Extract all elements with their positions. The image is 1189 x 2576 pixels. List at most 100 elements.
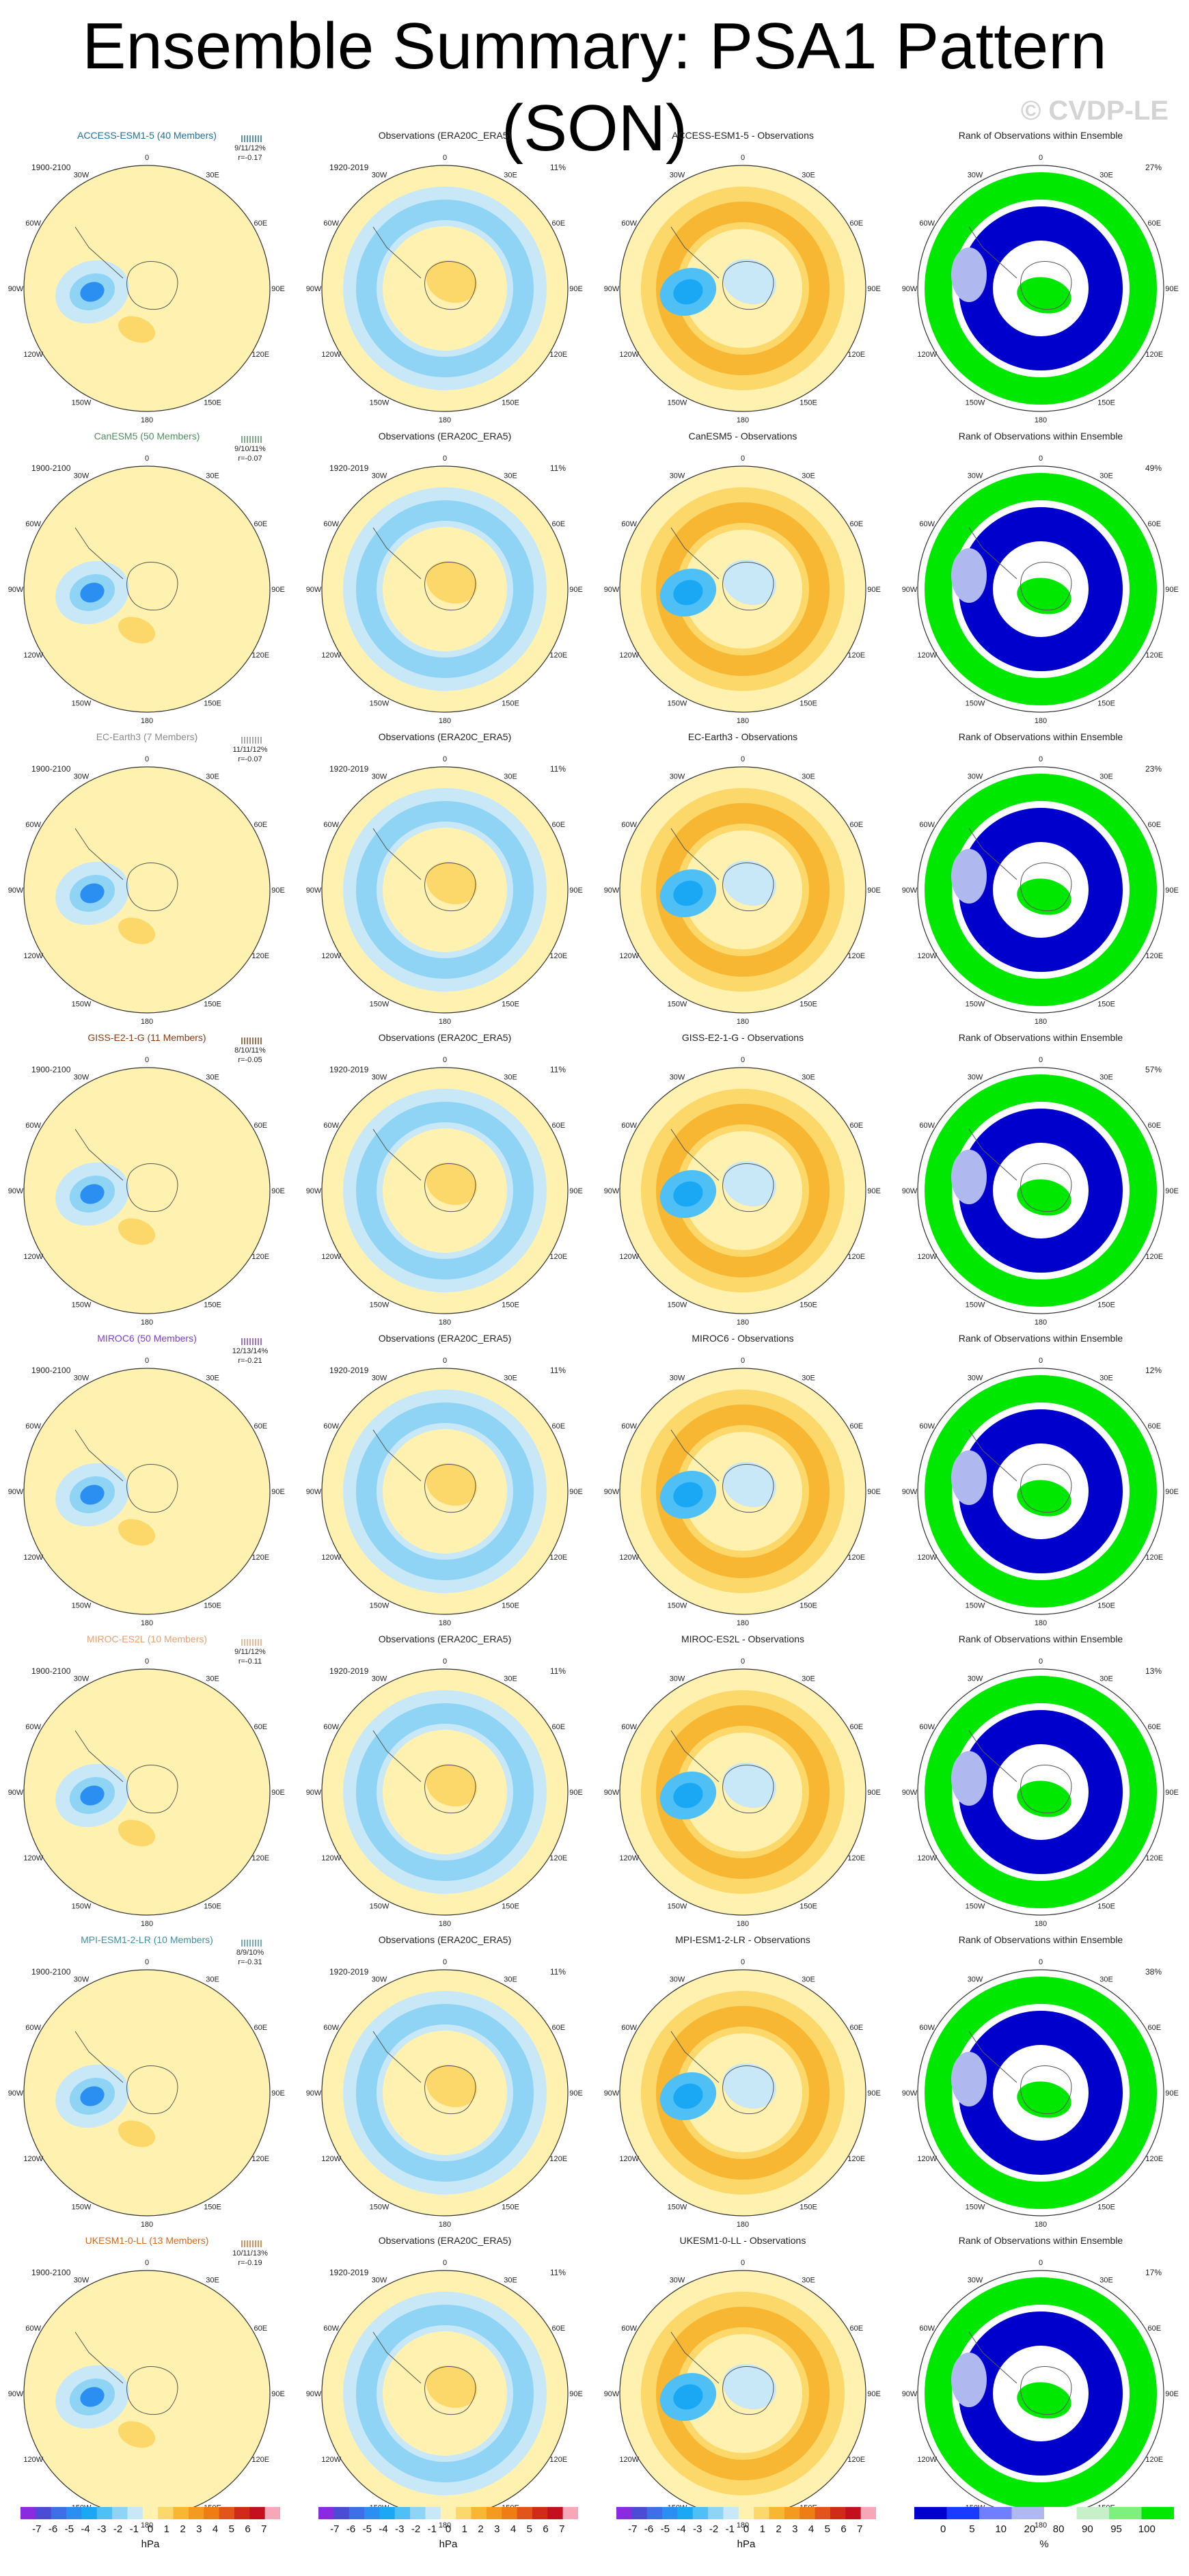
model-years: 1900-2100: [31, 463, 71, 473]
lon-label: 150E: [800, 1000, 817, 1008]
colorbar-swatch: [1076, 2507, 1110, 2519]
lon-label: 30W: [670, 1374, 685, 1383]
colorbar-swatch: [815, 2507, 831, 2519]
lon-label: 120E: [251, 1253, 269, 1261]
lon-label: 150W: [966, 398, 985, 407]
lon-label: 150E: [1097, 699, 1115, 707]
colorbar-swatch: [66, 2507, 82, 2519]
lon-label: 0: [1039, 1958, 1043, 1966]
lon-label: 150W: [966, 699, 985, 707]
lon-label: 60W: [323, 520, 339, 528]
contour-low: [722, 1762, 777, 1808]
lon-label: 0: [145, 1657, 149, 1666]
model-title: MIROC6 (50 Members): [97, 1333, 197, 1344]
map-background: [24, 2270, 270, 2517]
lon-label: 90W: [306, 1488, 322, 1496]
lon-label: 60E: [551, 1422, 565, 1431]
lon-label: 90E: [271, 285, 285, 293]
colorbar-tick: 10: [995, 2523, 1007, 2535]
colorbar-tick: 7: [261, 2523, 267, 2535]
lon-label: 30E: [1099, 773, 1113, 781]
coastline: [372, 2031, 476, 2115]
rank-title: Rank of Observations within Ensemble: [958, 130, 1123, 141]
lon-label: 120E: [251, 1854, 269, 1862]
lon-label: 30E: [206, 1074, 219, 1082]
lon-label: 0: [145, 755, 149, 763]
colorbar-tick: -1: [427, 2523, 437, 2535]
lon-label: 0: [145, 154, 149, 162]
diff-title: MPI-ESM1-2-LR - Observations: [675, 1934, 810, 1945]
obs-years: 1920-2019: [329, 1366, 369, 1375]
colorbar-swatch: [142, 2507, 159, 2519]
lon-label: 180: [737, 1018, 749, 1026]
model-title: MIROC-ES2L (10 Members): [86, 1633, 208, 1644]
lon-label: 30E: [504, 1675, 517, 1683]
member-spread-icon: [241, 1639, 262, 1646]
colorbar-swatch: [769, 2507, 785, 2519]
colorbar-tick: -6: [48, 2523, 58, 2535]
lon-label: 90E: [1165, 285, 1179, 293]
lon-label: 60E: [1147, 1723, 1161, 1731]
map-border: [619, 465, 866, 713]
lon-label: 150W: [72, 699, 92, 707]
colorbar-tick: 6: [245, 2523, 251, 2535]
lon-label: 150W: [966, 1902, 985, 1910]
colorbar-tick: 3: [792, 2523, 798, 2535]
lon-label: 90E: [1165, 2089, 1179, 2098]
map-border: [917, 465, 1164, 713]
lon-label: 90E: [271, 2390, 285, 2398]
diff-panel: 0 30E 60E 90E 120E 150E 180 150W 120W 90W 60W 30W Ca…: [603, 425, 883, 726]
lon-label: 30E: [504, 773, 517, 781]
colorbar-tick: 2: [478, 2523, 484, 2535]
lon-label: 120W: [321, 2456, 341, 2464]
lon-label: 150E: [1097, 2203, 1115, 2211]
lon-label: 60W: [25, 2024, 41, 2032]
coastline: [372, 527, 476, 611]
contour-low-core: [673, 2384, 703, 2410]
rank-pct: 49%: [1145, 463, 1162, 473]
map-border: [321, 165, 569, 412]
lon-label: 90E: [1165, 1789, 1179, 1797]
lon-label: 0: [741, 455, 745, 463]
lon-label: 60E: [551, 1122, 565, 1130]
rank-ring-high: [925, 172, 1157, 405]
lon-label: 0: [1039, 154, 1043, 162]
colorbar-swatch: [486, 2507, 502, 2519]
lon-label: 30W: [372, 773, 387, 781]
lon-label: 60E: [849, 821, 863, 829]
lon-label: 30E: [802, 1074, 815, 1082]
colorbar-swatch: [318, 2507, 334, 2519]
contour-high: [426, 1162, 478, 1206]
lon-label: 0: [443, 2259, 447, 2267]
colorbar-tick: -5: [660, 2523, 670, 2535]
diff-panel: 0 30E 60E 90E 120E 150E 180 150W 120W 90W 60W 30W GI…: [603, 1027, 883, 1327]
coastline: [74, 2031, 178, 2115]
lon-label: 180: [1035, 1920, 1047, 1928]
map-border: [917, 1668, 1164, 1916]
lon-label: 180: [141, 2221, 153, 2229]
lon-label: 60W: [323, 821, 339, 829]
lon-label: 30E: [206, 1976, 219, 1984]
lon-label: 90W: [8, 886, 24, 895]
contour-low-core: [80, 1184, 105, 1204]
model-stats: 12/13/14% r=-0.21: [230, 1346, 271, 1366]
lon-label: 60W: [919, 2324, 935, 2333]
map-border: [917, 1969, 1164, 2216]
coastline: [372, 1429, 476, 1513]
obs-years: 1920-2019: [329, 2268, 369, 2277]
lon-label: 60E: [849, 219, 863, 228]
lon-label: 60E: [849, 520, 863, 528]
lon-label: 90W: [8, 1187, 24, 1195]
contour-low-core: [673, 1181, 703, 1207]
member-spread-icon: [241, 1038, 262, 1044]
colorbar-tick: -7: [330, 2523, 340, 2535]
colorbar-swatch: [379, 2507, 396, 2519]
colorbar-tick: 7: [559, 2523, 565, 2535]
rank-pct: 12%: [1145, 1366, 1162, 1375]
